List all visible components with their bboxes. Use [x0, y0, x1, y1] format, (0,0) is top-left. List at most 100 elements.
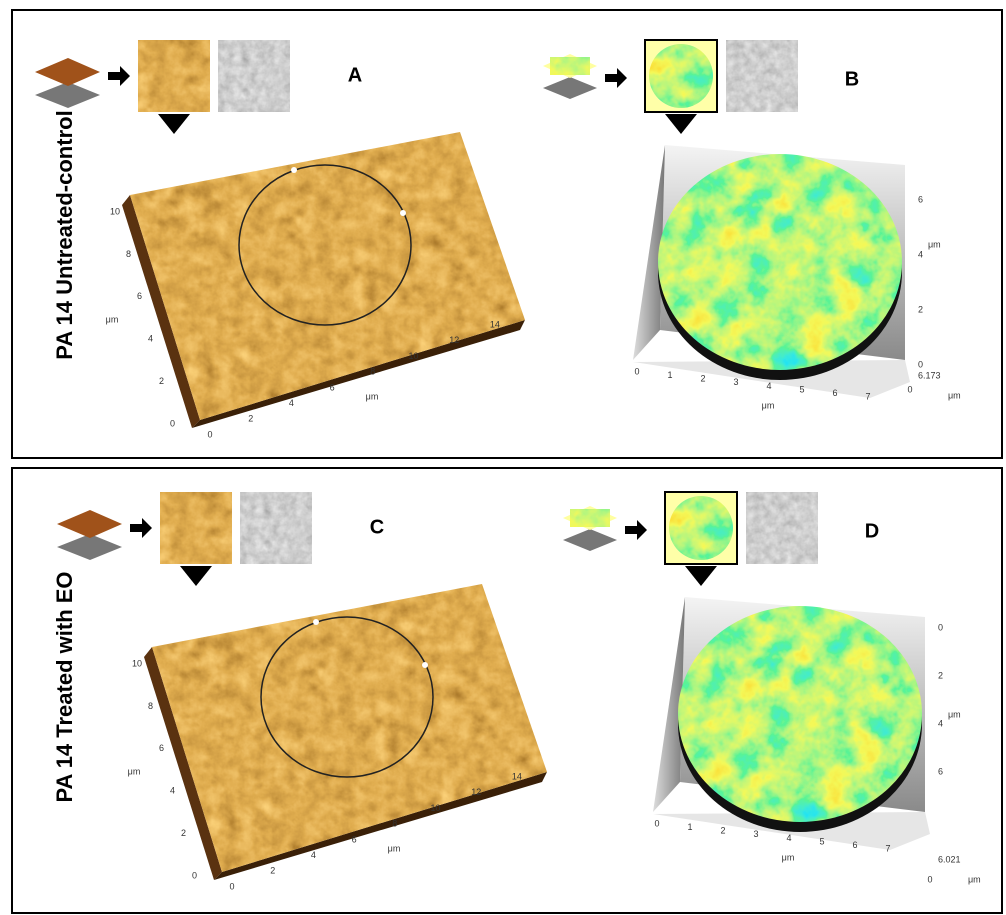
roi-handle [400, 210, 406, 216]
panel-label: D [865, 520, 879, 542]
y-tick-label: 8 [126, 249, 131, 259]
pointer-icon [665, 114, 697, 134]
x-tick-label: 5 [799, 384, 804, 394]
figure: PA 14 Untreated-controlA0246810μm0246810… [0, 0, 1006, 915]
y-tick-label: 0 [192, 870, 197, 880]
x-tick-label: 8 [370, 367, 375, 377]
x-tick-label: 2 [720, 826, 725, 836]
row-label: PA 14 Treated with EO [52, 571, 77, 802]
x-tick-label: 6 [330, 382, 335, 392]
y-tick-label: 10 [110, 206, 120, 216]
layer-icon [570, 509, 610, 527]
y-tick-label: 6 [137, 291, 142, 301]
z-unit: μm [928, 239, 941, 249]
sem-thumbnail [240, 492, 312, 564]
z-max-label: 6.021 [938, 854, 961, 864]
y-tick-label: 0 [170, 418, 175, 428]
pointer-icon [180, 566, 212, 586]
x-tick-label: 12 [471, 787, 481, 797]
z-tick-label: 2 [918, 304, 923, 314]
x-tick-label: 3 [753, 829, 758, 839]
x-unit: μm [782, 852, 795, 862]
x-tick-label: 12 [449, 335, 459, 345]
z-tick-label: 0 [918, 359, 923, 369]
roi-handle [291, 167, 297, 173]
layer-icon [57, 534, 122, 560]
y-tick-label: 8 [148, 701, 153, 711]
layer-icon [543, 77, 597, 99]
x-unit: μm [366, 391, 379, 401]
x-tick-label: 4 [766, 381, 771, 391]
y-tick-label: 2 [181, 828, 186, 838]
row-label: PA 14 Untreated-control [52, 110, 77, 359]
z-tick-label: 6 [938, 766, 943, 776]
x-tick-label: 8 [392, 819, 397, 829]
x-tick-label: 0 [207, 429, 212, 439]
arrow-icon [130, 518, 152, 538]
arrow-icon [625, 520, 647, 540]
panel-label: A [348, 64, 362, 86]
x-tick-label: 7 [865, 392, 870, 402]
y-unit: μm [128, 766, 141, 776]
x-tick-label: 0 [634, 366, 639, 376]
rainbow-thumbnail [649, 44, 713, 108]
x-tick-label: 5 [819, 836, 824, 846]
left-panel: C 0 2 4 6 8 10 μm 0 2 4 6 8 10 12 14 μm [57, 492, 557, 891]
panel-label: C [370, 516, 384, 538]
x-tick-label: 10 [408, 351, 418, 361]
x-tick-label: 6 [832, 388, 837, 398]
depth-tick-label: 0 [907, 384, 912, 394]
x-tick-label: 4 [311, 850, 316, 860]
sem-thumbnail [726, 40, 798, 112]
layer-icon [550, 57, 590, 75]
layer-icon [57, 510, 122, 538]
layer-icon [563, 529, 617, 551]
z-tick-label: 6 [918, 194, 923, 204]
layer-icon [35, 82, 100, 108]
pointer-icon [158, 114, 190, 134]
x-unit: μm [388, 843, 401, 853]
z-tick-label: 2 [938, 670, 943, 680]
y-tick-label: 6 [159, 743, 164, 753]
x-tick-label: 10 [430, 803, 440, 813]
afm-thumbnail [160, 492, 232, 564]
x-tick-label: 7 [885, 844, 890, 854]
x-tick-label: 14 [490, 319, 500, 329]
z-tick-label: 0 [938, 622, 943, 632]
x-tick-label: 0 [654, 818, 659, 828]
x-tick-label: 6 [352, 834, 357, 844]
z-unit: μm [948, 709, 961, 719]
y-unit: μm [106, 314, 119, 324]
z-max-label: 6.173 [918, 370, 941, 380]
y-tick-label: 10 [132, 658, 142, 668]
y-tick-label: 2 [159, 376, 164, 386]
arrow-icon [108, 66, 130, 86]
x-tick-label: 1 [667, 370, 672, 380]
x-unit: μm [762, 400, 775, 410]
depth-tick-label: 0 [927, 874, 932, 884]
panel-label: B [845, 68, 859, 90]
x-tick-label: 1 [687, 822, 692, 832]
left-panel: A0246810μm02468101214μm [35, 40, 535, 439]
z-tick-label: 4 [918, 249, 923, 259]
x-tick-label: 0 [229, 881, 234, 891]
x-tick-label: 14 [512, 771, 522, 781]
z-tick-label: 4 [938, 718, 943, 728]
arrow-icon [605, 68, 627, 88]
roi-handle [422, 662, 428, 668]
sem-thumbnail [746, 492, 818, 564]
depth-unit: μm [948, 390, 961, 400]
x-tick-label: 2 [700, 374, 705, 384]
roi-handle [313, 619, 319, 625]
x-tick-label: 2 [270, 866, 275, 876]
y-tick-label: 4 [148, 334, 153, 344]
y-tick-label: 4 [170, 786, 175, 796]
sem-thumbnail [218, 40, 290, 112]
afm-thumbnail [138, 40, 210, 112]
layer-icon [35, 58, 100, 86]
x-tick-label: 4 [786, 833, 791, 843]
rainbow-thumbnail [669, 496, 733, 560]
depth-unit: μm [968, 874, 981, 884]
